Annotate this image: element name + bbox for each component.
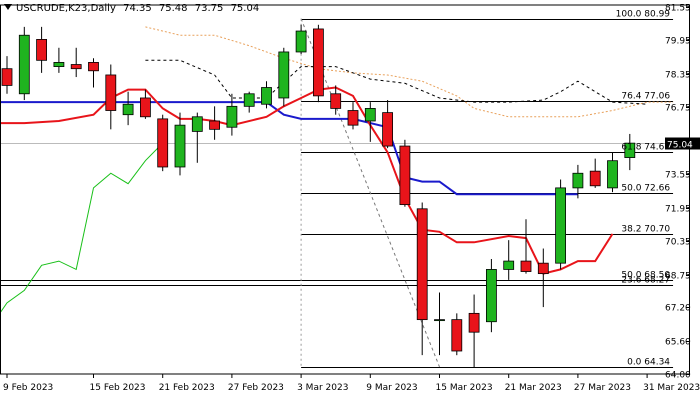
candle-body — [364, 108, 376, 122]
x-tick-label: 31 Mar 2023 — [643, 383, 700, 393]
candlesticks — [1, 24, 636, 368]
candle-body — [278, 51, 290, 99]
series-span_b — [145, 59, 648, 105]
candle-body — [468, 312, 480, 333]
x-tick-label: 9 Feb 2023 — [3, 383, 53, 393]
candle-body — [485, 269, 497, 323]
y-tick-label: 73.55 — [665, 171, 691, 181]
plot-border — [0, 4, 690, 375]
y-tick-label: 70.35 — [665, 238, 691, 248]
ichimoku-cloud — [145, 26, 674, 118]
x-tick-label: 9 Mar 2023 — [366, 383, 417, 393]
candle-body — [312, 28, 324, 97]
candle-body — [209, 120, 221, 130]
series-tenkan — [0, 86, 614, 275]
fib-level-label: 38.2 70.70 — [621, 225, 670, 235]
candle-body — [243, 93, 255, 107]
y-tick-label: 65.60 — [665, 338, 691, 348]
y-tick-label: 68.75 — [665, 272, 691, 282]
axes: 81.55 79.95 78.35 76.75 75.04 73.55 71.95 70.35… — [0, 4, 700, 393]
candle-body — [624, 142, 636, 158]
candle-body — [191, 116, 203, 132]
y-tick-label: 81.55 — [665, 4, 691, 14]
chart-header: USCRUDE,K23,Daily 74.35 75.48 73.75 75.0… — [4, 3, 263, 14]
candle-body — [261, 87, 272, 105]
current-price-badge — [665, 137, 700, 150]
candle-body — [122, 103, 134, 116]
candle-body — [589, 170, 601, 187]
indicator-lines — [0, 86, 614, 314]
low-value: 73.75 — [194, 3, 224, 14]
fib-level-label: 76.4 77.06 — [621, 92, 670, 102]
candle-body — [88, 62, 99, 72]
symbol-label: USCRUDE,K23,Daily — [16, 3, 116, 14]
candle-body — [174, 124, 186, 168]
y-tick-label: 71.95 — [665, 205, 691, 215]
x-tick-label: 15 Mar 2023 — [436, 383, 493, 393]
x-tick-label: 3 Mar 2023 — [297, 383, 348, 393]
fib-trend-line — [300, 18, 440, 368]
candle-body — [36, 39, 47, 61]
x-tick-label: 27 Mar 2023 — [574, 383, 631, 393]
candle-body — [105, 74, 117, 111]
y-tick-label: 76.75 — [665, 104, 691, 114]
x-tick-label: 21 Mar 2023 — [505, 383, 562, 393]
high-value: 75.48 — [158, 3, 188, 14]
candle-body — [157, 118, 169, 168]
fib-level-label: 50.0 68.50 — [621, 271, 670, 281]
y-tick-label: 79.95 — [665, 37, 691, 47]
fibonacci-levels — [0, 18, 690, 368]
candle-body — [537, 262, 549, 275]
candle-body — [607, 160, 618, 189]
candle-body — [555, 187, 566, 264]
candle-body — [70, 64, 82, 70]
close-value: 75.04 — [230, 3, 260, 14]
candle-body — [503, 260, 515, 270]
current-price-label: 75.04 — [667, 141, 693, 151]
candle-body — [1, 68, 13, 86]
dropdown-icon[interactable] — [4, 4, 12, 10]
fib-level-label: 23.6 68.27 — [621, 276, 670, 286]
candle-body — [18, 34, 30, 95]
fib-level-label: 0.0 64.34 — [627, 358, 670, 368]
candle-body — [139, 97, 151, 118]
candle-body — [399, 145, 411, 206]
candle-body — [330, 93, 342, 109]
fib-level-label: 61.8 74.63 — [621, 143, 670, 153]
x-tick-label: 27 Feb 2023 — [228, 383, 284, 393]
candle-body — [382, 112, 394, 147]
candle-body — [416, 208, 428, 321]
x-tick-label: 15 Feb 2023 — [90, 383, 146, 393]
fib-level-label: 50.0 72.66 — [621, 184, 670, 194]
candle-body — [226, 105, 238, 128]
fib-level-label: 100.0 80.99 — [616, 10, 671, 20]
candle-body — [347, 110, 359, 126]
y-tick-label: 78.35 — [665, 71, 691, 81]
candle-body — [434, 319, 445, 322]
candle-body — [572, 172, 584, 189]
open-value: 74.35 — [123, 3, 152, 14]
y-tick-label: 64.00 — [665, 371, 691, 381]
candle-body — [520, 260, 532, 272]
candle-body — [295, 30, 307, 53]
fibonacci-labels: 100.0 80.99 76.4 77.06 61.8 74.63 50.0 72.6… — [616, 10, 671, 368]
series-span_a — [145, 26, 674, 118]
y-tick-label: 67.20 — [665, 304, 691, 314]
candle-body — [451, 319, 463, 352]
candle-body — [53, 62, 65, 67]
x-tick-label: 21 Feb 2023 — [159, 383, 215, 393]
series-chikou — [0, 142, 164, 314]
